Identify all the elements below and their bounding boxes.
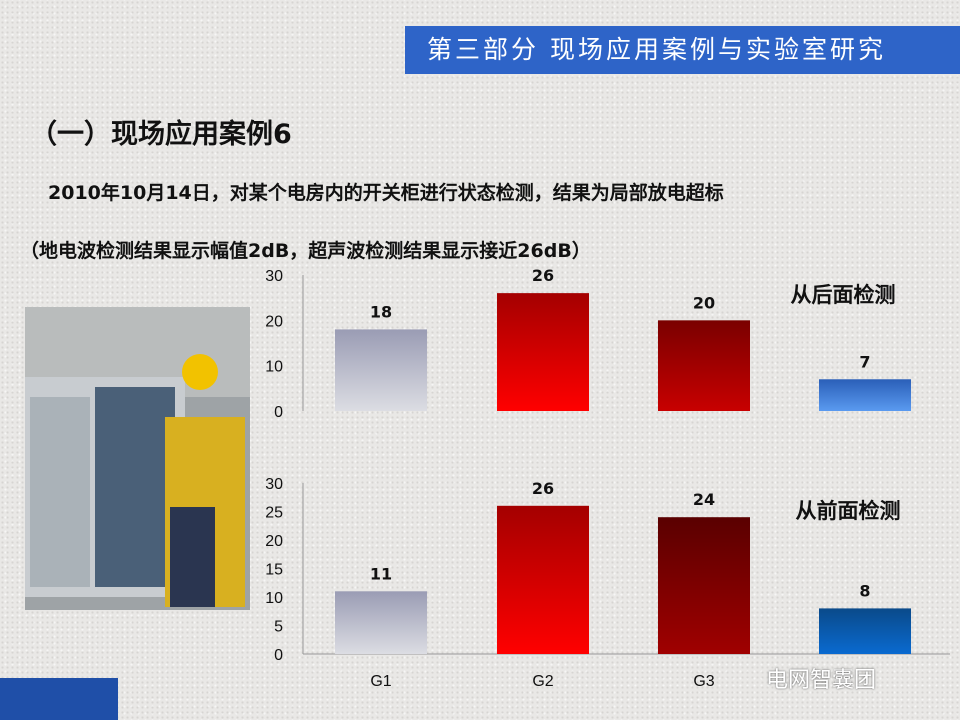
data-label: 20 bbox=[693, 293, 715, 312]
y-tick-label: 25 bbox=[265, 505, 283, 522]
chart-title: 从前面检测 bbox=[796, 499, 901, 523]
bar-4 bbox=[819, 379, 911, 411]
y-tick-label: 15 bbox=[265, 562, 283, 579]
bar-4 bbox=[819, 608, 911, 654]
x-tick-label: G2 bbox=[532, 673, 553, 690]
bar-G1 bbox=[335, 591, 427, 654]
worker-photo bbox=[25, 307, 250, 610]
data-label: 11 bbox=[370, 564, 392, 583]
data-label: 7 bbox=[859, 352, 870, 371]
chart-title: 从后面检测 bbox=[791, 283, 896, 307]
section-banner: 第三部分 现场应用案例与实验室研究 bbox=[405, 26, 960, 74]
data-label: 8 bbox=[859, 581, 870, 600]
y-tick-label: 0 bbox=[274, 647, 283, 664]
y-tick-label: 0 bbox=[274, 404, 283, 421]
x-tick-label: G1 bbox=[370, 673, 391, 690]
bar-G3 bbox=[658, 517, 750, 654]
y-tick-label: 20 bbox=[265, 313, 283, 330]
bar-G2 bbox=[497, 293, 589, 411]
page-title: （一）现场应用案例6 bbox=[30, 119, 292, 150]
watermark: 电网智囊团 bbox=[766, 668, 877, 693]
y-tick-label: 5 bbox=[274, 619, 283, 636]
x-tick-label: G3 bbox=[693, 673, 714, 690]
bar-G3 bbox=[658, 320, 750, 411]
y-tick-label: 10 bbox=[265, 359, 283, 376]
data-label: 18 bbox=[370, 302, 392, 321]
data-label: 26 bbox=[532, 479, 554, 498]
y-tick-label: 10 bbox=[265, 590, 283, 607]
data-label: 26 bbox=[532, 266, 554, 285]
bar-G2 bbox=[497, 505, 589, 654]
y-tick-label: 30 bbox=[265, 476, 283, 493]
description-line-2: （地电波检测结果显示幅值2dB，超声波检测结果显示接近26dB） bbox=[20, 240, 591, 262]
y-tick-label: 20 bbox=[265, 533, 283, 550]
y-tick-label: 30 bbox=[265, 268, 283, 285]
worker-photo-illustration bbox=[25, 307, 250, 610]
description-line-1: 2010年10月14日，对某个电房内的开关柜进行状态检测，结果为局部放电超标 bbox=[48, 182, 724, 204]
bar-G1 bbox=[335, 329, 427, 411]
corner-decoration bbox=[0, 678, 118, 720]
data-label: 24 bbox=[693, 490, 715, 509]
